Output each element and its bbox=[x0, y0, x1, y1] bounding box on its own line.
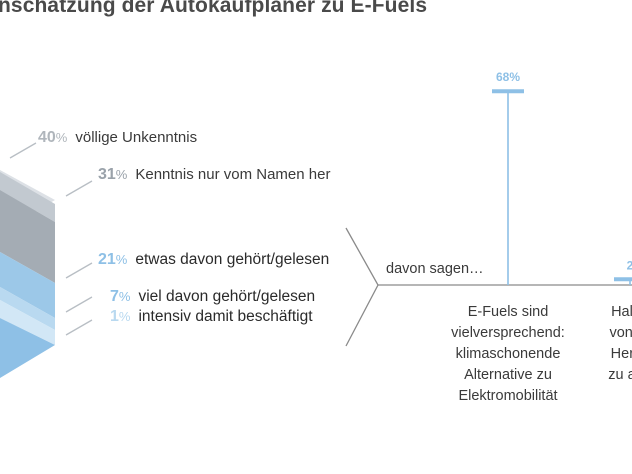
chart-title: nschätzung der Autokaufplaner zu E-Fuels bbox=[0, 0, 428, 17]
segment-text: intensiv damit beschäftigt bbox=[138, 308, 313, 325]
bar-category-label: E-Fuels sind vielversprechend: klimaschone… bbox=[451, 304, 565, 404]
leader-lines bbox=[9, 142, 93, 336]
bar-category-line: E-Fuels sind bbox=[468, 304, 549, 320]
stacked-block bbox=[0, 170, 55, 378]
segment-label-21: 21% etwas davon gehört/gelesen bbox=[98, 251, 329, 268]
bracket-label: davon sagen… bbox=[386, 261, 484, 277]
segment-text: etwas davon gehört/gelesen bbox=[135, 251, 329, 268]
bar-value-label: 68% bbox=[496, 70, 520, 84]
bar-category-line: klimaschonende bbox=[456, 346, 561, 362]
leader-line bbox=[65, 319, 93, 336]
segment-unit: % bbox=[116, 167, 128, 182]
segment-value: 7 bbox=[110, 288, 119, 305]
block-segment-1 bbox=[0, 300, 55, 345]
bar-category-line: Herst bbox=[611, 346, 632, 362]
segment-text: Kenntnis nur vom Namen her bbox=[135, 166, 330, 183]
segment-label-1: 1% intensiv damit beschäftigt bbox=[110, 308, 313, 325]
segment-unit: % bbox=[119, 309, 131, 324]
bar-category-line: Halte bbox=[611, 304, 632, 320]
block-segment-front-lower bbox=[0, 318, 55, 378]
block-segment-40 bbox=[0, 172, 55, 222]
bar-category-label: Halte von E Herst zu auf bbox=[608, 304, 632, 383]
bar-category-line: zu auf bbox=[608, 367, 632, 383]
bar-category-line: vielversprechend: bbox=[451, 325, 565, 341]
leader-line bbox=[65, 180, 93, 197]
bracket bbox=[345, 227, 379, 347]
bar-columns: 68% E-Fuels sind vielversprechend: klimasch… bbox=[451, 70, 632, 404]
bar-category-line: Elektromobilität bbox=[458, 388, 557, 404]
segment-value: 21 bbox=[98, 251, 116, 268]
leader-line bbox=[9, 142, 37, 159]
bar-category-line: Alternative zu bbox=[464, 367, 552, 383]
segment-value: 40 bbox=[38, 129, 56, 146]
segment-label-40: 40% völlige Unkenntnis bbox=[38, 129, 197, 146]
segment-unit: % bbox=[119, 289, 131, 304]
segment-unit: % bbox=[116, 252, 128, 267]
bar-category-line: von E bbox=[609, 325, 632, 341]
segment-text: viel davon gehört/gelesen bbox=[138, 288, 315, 305]
segment-unit: % bbox=[56, 130, 68, 145]
bar-value-label: 2 bbox=[627, 258, 632, 272]
leader-line bbox=[65, 262, 93, 279]
segment-value: 1 bbox=[110, 308, 119, 325]
block-segment-7 bbox=[0, 287, 55, 330]
block-segment-21 bbox=[0, 252, 55, 318]
segment-label-7: 7% viel davon gehört/gelesen bbox=[110, 288, 315, 305]
segment-value: 31 bbox=[98, 166, 116, 183]
segment-label-31: 31% Kenntnis nur vom Namen her bbox=[98, 166, 330, 183]
segment-text: völlige Unkenntnis bbox=[75, 129, 197, 146]
leader-line bbox=[65, 296, 93, 313]
